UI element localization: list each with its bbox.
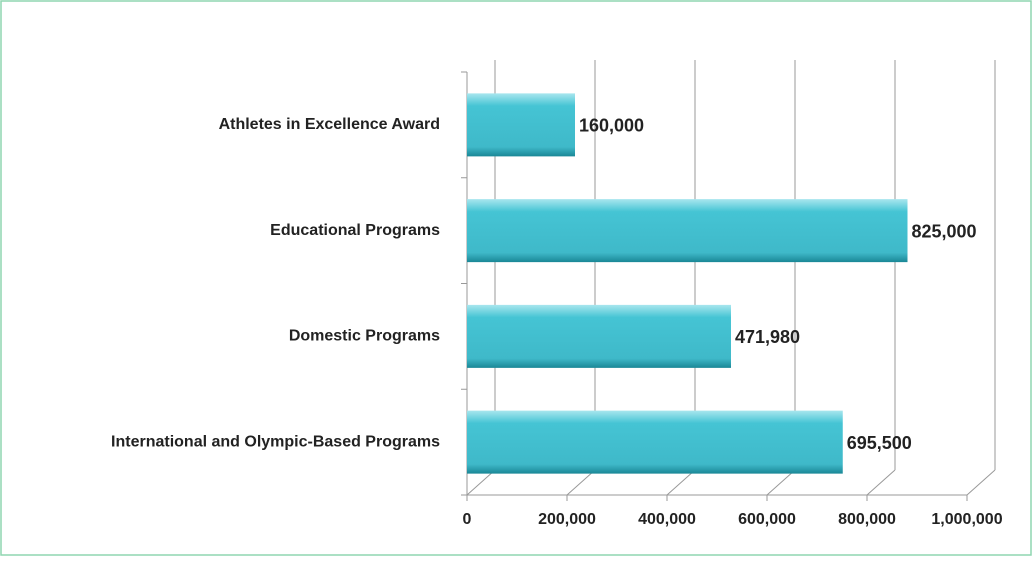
grid-floor xyxy=(566,469,596,496)
x-tick-label: 800,000 xyxy=(838,511,896,528)
grid-floor xyxy=(866,469,896,496)
x-tick-label: 400,000 xyxy=(638,511,696,528)
grid-floor xyxy=(466,469,496,496)
grid-floor xyxy=(766,469,796,496)
value-label: 825,000 xyxy=(912,221,977,241)
value-label: 695,500 xyxy=(847,433,912,453)
y-tick-label: Domestic Programs xyxy=(289,328,440,345)
x-tick-label: 200,000 xyxy=(538,511,596,528)
y-tick-label: Athletes in Excellence Award xyxy=(219,116,440,133)
grid-floor xyxy=(966,469,996,496)
x-tick-label: 600,000 xyxy=(738,511,796,528)
y-tick-label: Educational Programs xyxy=(270,222,440,239)
grid-floor xyxy=(666,469,696,496)
value-label: 471,980 xyxy=(735,327,800,347)
bar xyxy=(467,199,908,263)
value-label: 160,000 xyxy=(579,116,644,136)
x-tick-label: 1,000,000 xyxy=(931,511,1002,528)
y-tick-label: International and Olympic-Based Programs xyxy=(111,433,440,450)
bar xyxy=(467,304,731,368)
bar xyxy=(467,410,843,474)
x-tick-label: 0 xyxy=(463,511,472,528)
bar xyxy=(467,93,575,157)
